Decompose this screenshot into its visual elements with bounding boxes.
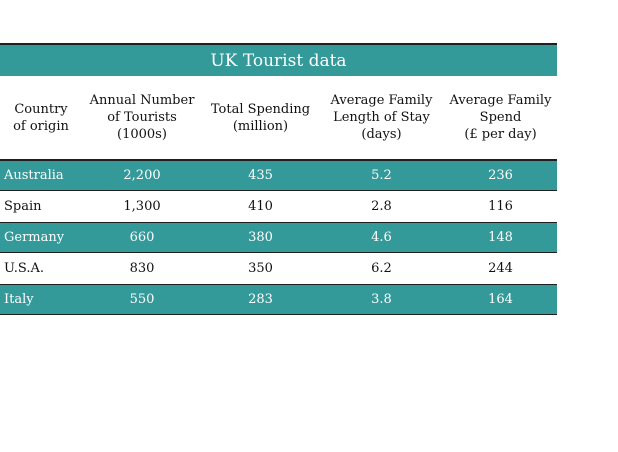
spend-cell: 244 — [488, 261, 513, 276]
spend-cell: 116 — [488, 199, 513, 214]
header-row: Country of origin Annual Number of Touri… — [0, 76, 557, 160]
spending-cell: 435 — [248, 168, 273, 183]
stay-cell: 3.8 — [371, 292, 392, 307]
spend-cell: 164 — [488, 292, 513, 307]
spending-cell: 380 — [248, 230, 273, 245]
spend-cell: 236 — [488, 168, 513, 183]
table-row: Italy 550 283 3.8 164 — [0, 284, 557, 315]
header-country: Country of origin — [13, 101, 69, 134]
table-row: Germany 660 380 4.6 148 — [0, 222, 557, 253]
stay-cell: 6.2 — [371, 261, 392, 276]
header-length-of-stay: Average Family Length of Stay (days) — [330, 93, 433, 142]
header-annual-tourists: Annual Number of Tourists (1000s) — [89, 93, 195, 142]
spending-cell: 410 — [248, 199, 273, 214]
table-row: Australia 2,200 435 5.2 236 — [0, 160, 557, 191]
tourists-cell: 660 — [129, 230, 155, 245]
stay-cell: 5.2 — [371, 168, 392, 183]
table-row: Spain 1,300 410 2.8 116 — [0, 191, 557, 222]
stay-cell: 4.6 — [371, 230, 392, 245]
header-family-spend: Average Family Spend (£ per day) — [449, 93, 552, 142]
spending-cell: 350 — [248, 261, 273, 276]
tourists-cell: 2,200 — [123, 168, 161, 183]
spend-cell: 148 — [488, 230, 513, 245]
stay-cell: 2.8 — [371, 199, 392, 214]
tourist-data-table: UK Tourist data Country of origin Annual… — [0, 43, 557, 315]
tourists-cell: 830 — [129, 261, 155, 276]
tourists-cell: 1,300 — [123, 199, 161, 214]
header-total-spending: Total Spending (million) — [210, 101, 311, 134]
table-title: UK Tourist data — [0, 43, 557, 76]
table-row: U.S.A. 830 350 6.2 244 — [0, 253, 557, 284]
country-cell: Australia — [4, 168, 64, 183]
country-cell: Germany — [4, 230, 65, 245]
country-cell: Spain — [4, 199, 42, 214]
spending-cell: 283 — [248, 292, 273, 307]
country-cell: Italy — [4, 292, 34, 307]
tourists-cell: 550 — [129, 292, 155, 307]
country-cell: U.S.A. — [4, 261, 44, 276]
